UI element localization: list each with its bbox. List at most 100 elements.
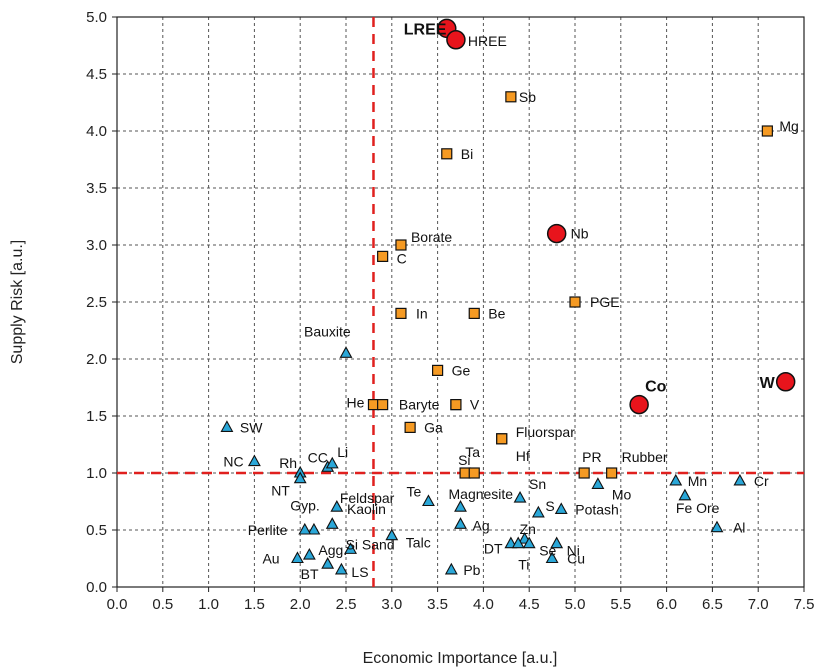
label-fluorspar: Fluorspar <box>516 424 575 440</box>
point-in <box>395 307 407 319</box>
point-mn <box>669 473 683 486</box>
x-tick-label: 2.5 <box>336 596 357 613</box>
label-te: Te <box>406 484 421 500</box>
label-al: Al <box>733 520 745 536</box>
x-axis-ticks: 0.0 0.5 1.0 1.5 2.0 2.5 3.0 3.5 4.0 4.5 5.0 5.5 6.0 6… <box>107 587 814 613</box>
point-pge <box>569 296 581 308</box>
point-c <box>377 250 389 262</box>
label-li: Li <box>337 444 348 460</box>
x-tick-label: 1.0 <box>198 596 219 613</box>
label-gyp-: Gyp. <box>290 497 320 513</box>
point-ag <box>454 517 467 529</box>
label-nc: NC <box>223 454 243 470</box>
point-li <box>325 456 339 469</box>
x-tick-label: 7.0 <box>748 596 769 613</box>
label-si-sand: Si Sand <box>346 536 395 552</box>
point-perlite <box>298 522 312 535</box>
label-cu: Cu <box>567 551 585 567</box>
label-be: Be <box>488 305 505 321</box>
label-bi: Bi <box>461 146 473 162</box>
label-in: In <box>416 305 428 321</box>
label-nb: Nb <box>571 226 589 242</box>
x-tick-label: 0.0 <box>107 596 128 613</box>
label-zn: Zn <box>520 521 536 537</box>
x-axis-title: Economic Importance [a.u.] <box>363 650 558 667</box>
label-bauxite: Bauxite <box>304 323 351 339</box>
y-tick-label: 3.5 <box>86 180 107 197</box>
y-tick-label: 1.5 <box>86 408 107 425</box>
label-potash: Potash <box>575 501 619 517</box>
x-tick-label: 6.0 <box>656 596 677 613</box>
label-cr: Cr <box>754 473 769 489</box>
point-magnesite <box>454 500 467 512</box>
point-be <box>468 307 480 319</box>
y-tick-label: 0.0 <box>86 579 107 596</box>
x-tick-label: 3.0 <box>381 596 402 613</box>
label-ti: Ti <box>518 557 529 573</box>
point-au <box>291 551 304 564</box>
x-tick-label: 3.5 <box>427 596 448 613</box>
point-cu <box>545 551 559 564</box>
label-se: Se <box>539 543 556 559</box>
point-ni <box>550 536 564 549</box>
point-te <box>422 494 435 507</box>
point-gyp- <box>325 517 339 529</box>
y-tick-label: 1.0 <box>86 465 107 482</box>
point-si-sand <box>344 542 358 554</box>
point-talc <box>385 528 399 541</box>
point-fe-ore <box>678 488 692 501</box>
point-pr <box>578 467 590 479</box>
point-ta <box>468 467 480 479</box>
label-ga: Ga <box>424 419 443 435</box>
x-tick-label: 5.0 <box>565 596 586 613</box>
label-ta: Ta <box>465 444 480 460</box>
point-rubber <box>606 467 618 479</box>
point-si <box>459 467 471 479</box>
label-pr: PR <box>582 449 601 465</box>
point-feldspar <box>330 500 344 512</box>
label-si: Si <box>458 452 470 468</box>
point-bt <box>321 557 335 569</box>
label-cc: CC <box>308 449 328 465</box>
label-borate: Borate <box>411 229 452 245</box>
point-he <box>367 399 380 411</box>
label-mg: Mg <box>779 118 798 134</box>
point-agg- <box>302 547 316 560</box>
label-mn: Mn <box>688 473 707 489</box>
y-tick-label: 4.0 <box>86 123 107 140</box>
y-tick-label: 2.5 <box>86 294 107 311</box>
y-tick-label: 3.0 <box>86 237 107 254</box>
y-tick-label: 5.0 <box>86 9 107 26</box>
point-borate <box>395 239 407 251</box>
point-s <box>531 505 545 518</box>
point-nt <box>293 471 307 484</box>
label-co: Co <box>645 379 667 396</box>
y-axis-title: Supply Risk [a.u.] <box>9 240 26 365</box>
label-dt: DT <box>484 541 503 557</box>
label-ag: Ag <box>473 517 490 533</box>
label-hf: Hf <box>516 448 530 464</box>
grid <box>117 17 804 587</box>
point-hf <box>496 433 508 445</box>
label-ni: Ni <box>567 543 580 559</box>
label-nt: NT <box>271 483 290 499</box>
label-kaolin: Kaolin <box>347 501 386 517</box>
label-sn: Sn <box>529 476 546 492</box>
point-nb <box>546 223 567 244</box>
point-bauxite <box>339 346 353 358</box>
point-ge <box>432 364 444 376</box>
label-baryte: Baryte <box>399 397 440 413</box>
label-perlite: Perlite <box>248 522 288 538</box>
label-au: Au <box>262 551 279 567</box>
x-tick-label: 6.5 <box>702 596 723 613</box>
label-fe-ore: Fe Ore <box>676 500 720 516</box>
label-rh: Rh <box>279 455 297 471</box>
label-lree: LREE <box>404 21 447 38</box>
x-tick-label: 0.5 <box>152 596 173 613</box>
x-tick-label: 5.5 <box>610 596 631 613</box>
point-mo <box>591 477 605 489</box>
point-al <box>710 520 724 533</box>
label-ge: Ge <box>452 362 471 378</box>
point-ls <box>334 562 348 575</box>
